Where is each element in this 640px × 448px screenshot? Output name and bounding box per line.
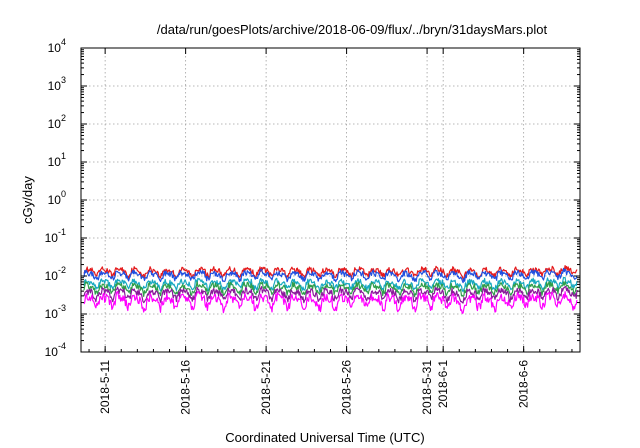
- series-line: [83, 265, 578, 280]
- x-axis-label: Coordinated Universal Time (UTC): [225, 430, 424, 445]
- x-axis: 2018-5-11 2018-5-16 2018-5-21 2018-5-26 2018…: [88, 48, 573, 415]
- grid: [81, 48, 580, 352]
- series-line: [83, 276, 578, 293]
- x-tick-label: 2018-6-6: [517, 360, 531, 408]
- y-axis-label: cGy/day: [20, 176, 35, 224]
- y-tick-label: 10-4: [45, 341, 66, 359]
- y-tick-label: 100: [48, 189, 66, 207]
- chart-title: /data/run/goesPlots/archive/2018-06-09/f…: [157, 22, 548, 37]
- y-tick-label: 10-2: [45, 265, 66, 283]
- series-line: [83, 267, 578, 284]
- x-tick-label: 2018-5-26: [340, 360, 354, 415]
- y-tick-label: 101: [48, 151, 66, 169]
- x-tick-label: 2018-5-16: [179, 360, 193, 415]
- y-tick-label: 104: [48, 37, 66, 55]
- series-line: [83, 281, 577, 298]
- x-tick-label: 2018-5-21: [259, 360, 273, 415]
- series-line: [83, 285, 578, 304]
- x-tick-label: 2018-5-11: [98, 360, 112, 414]
- y-tick-label: 10-3: [45, 303, 66, 321]
- y-tick-label: 103: [48, 75, 66, 93]
- y-tick-label: 10-1: [45, 227, 66, 245]
- x-tick-label: 2018-6-1: [436, 360, 450, 408]
- series-line: [83, 290, 578, 314]
- series-layer: [83, 265, 578, 314]
- x-tick-label: 2018-5-31: [420, 360, 434, 415]
- y-axis: 10-4 10-3 10-2 10-1 100 101 102 103 104: [45, 37, 580, 359]
- y-tick-label: 102: [48, 113, 66, 131]
